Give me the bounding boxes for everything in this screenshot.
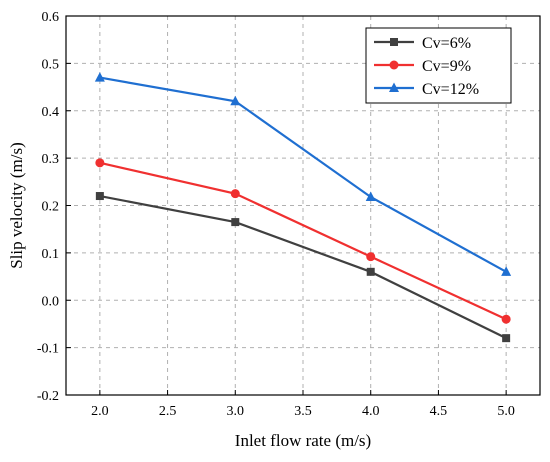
axis-layer: 2.0 2.5 3.0 3.5 4.0 4.5 5.0 -0.2 -0.1 0.0 0.1 0.2 0.…: [37, 10, 515, 419]
data-point-cv-9: [501, 314, 511, 324]
data-point-cv-6: [502, 334, 511, 343]
x-tick-label: 3.0: [227, 404, 245, 419]
series-line-cv-12: [99, 76, 507, 273]
x-tick-label: 2.0: [91, 404, 109, 419]
y-tick-label: -0.2: [37, 389, 59, 404]
x-tick-label: 5.0: [497, 404, 515, 419]
y-tick-label: 0.6: [42, 10, 60, 25]
x-tick-label: 2.5: [159, 404, 177, 419]
series-cv-12: [94, 72, 512, 276]
data-point-cv-6: [366, 267, 375, 276]
y-tick-label: -0.1: [37, 342, 59, 357]
legend: Cv=6% Cv=9% Cv=12%: [365, 27, 512, 104]
data-point-cv-12: [501, 266, 512, 276]
y-tick-label: 0.1: [42, 247, 60, 262]
data-point-cv-12: [230, 95, 241, 106]
data-point-cv-9: [366, 252, 376, 262]
data-point-cv-9: [230, 189, 240, 199]
series-cv-9: [95, 158, 511, 324]
legend-label: Cv=12%: [422, 81, 479, 98]
y-tick-label: 0.0: [42, 294, 60, 309]
x-tick-label: 4.0: [362, 404, 380, 419]
data-point-cv-12: [365, 191, 376, 201]
legend-label: Cv=9%: [422, 58, 471, 75]
data-point-cv-6: [231, 218, 240, 227]
legend-item: Cv=6%: [374, 35, 471, 52]
y-tick-label: 0.3: [42, 152, 60, 167]
series-cv-6: [95, 192, 511, 343]
y-tick-label: 0.4: [42, 105, 60, 120]
x-axis-label: Inlet flow rate (m/s): [235, 431, 371, 450]
legend-label: Cv=6%: [422, 35, 471, 52]
x-tick-label: 3.5: [294, 404, 312, 419]
series-line-cv-9: [99, 161, 507, 321]
data-point-cv-9: [95, 158, 105, 168]
y-axis-label: Slip velocity (m/s): [7, 142, 26, 269]
data-point-cv-6: [95, 192, 104, 201]
legend-item: Cv=12%: [374, 81, 479, 98]
y-tick-label: 0.5: [42, 57, 60, 72]
legend-marker: [389, 60, 399, 70]
series-line-cv-6: [99, 194, 507, 340]
x-tick-label: 4.5: [430, 404, 448, 419]
y-tick-label: 0.2: [42, 200, 60, 215]
series-layer: [94, 72, 512, 343]
legend-item: Cv=9%: [374, 58, 471, 75]
legend-marker: [390, 38, 398, 46]
data-point-cv-12: [94, 72, 105, 82]
legend-marker: [389, 82, 399, 92]
